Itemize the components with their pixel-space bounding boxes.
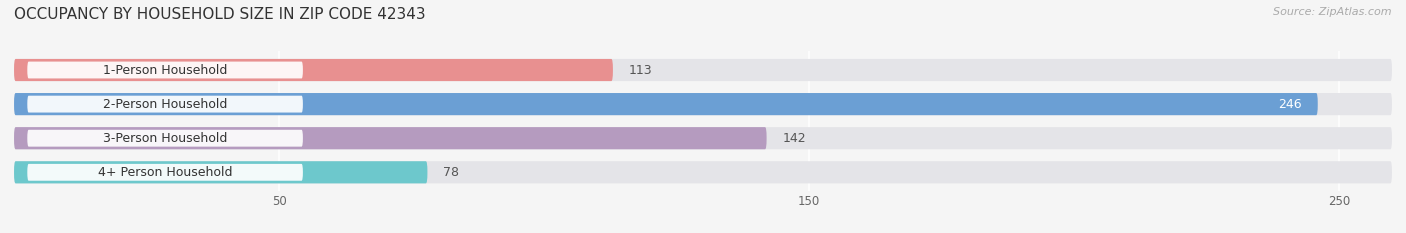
FancyBboxPatch shape [14, 59, 1392, 81]
FancyBboxPatch shape [14, 161, 1392, 183]
FancyBboxPatch shape [27, 130, 302, 147]
Text: OCCUPANCY BY HOUSEHOLD SIZE IN ZIP CODE 42343: OCCUPANCY BY HOUSEHOLD SIZE IN ZIP CODE … [14, 7, 426, 22]
Text: 3-Person Household: 3-Person Household [103, 132, 228, 145]
FancyBboxPatch shape [27, 164, 302, 181]
FancyBboxPatch shape [27, 96, 302, 113]
Text: 142: 142 [783, 132, 806, 145]
Text: 246: 246 [1278, 98, 1302, 111]
Text: 4+ Person Household: 4+ Person Household [98, 166, 232, 179]
Text: Source: ZipAtlas.com: Source: ZipAtlas.com [1274, 7, 1392, 17]
Text: 113: 113 [628, 64, 652, 76]
FancyBboxPatch shape [27, 62, 302, 79]
FancyBboxPatch shape [14, 127, 1392, 149]
FancyBboxPatch shape [14, 127, 766, 149]
FancyBboxPatch shape [14, 93, 1317, 115]
Text: 1-Person Household: 1-Person Household [103, 64, 228, 76]
FancyBboxPatch shape [14, 93, 1392, 115]
Text: 78: 78 [443, 166, 460, 179]
FancyBboxPatch shape [14, 59, 613, 81]
FancyBboxPatch shape [14, 161, 427, 183]
Text: 2-Person Household: 2-Person Household [103, 98, 228, 111]
